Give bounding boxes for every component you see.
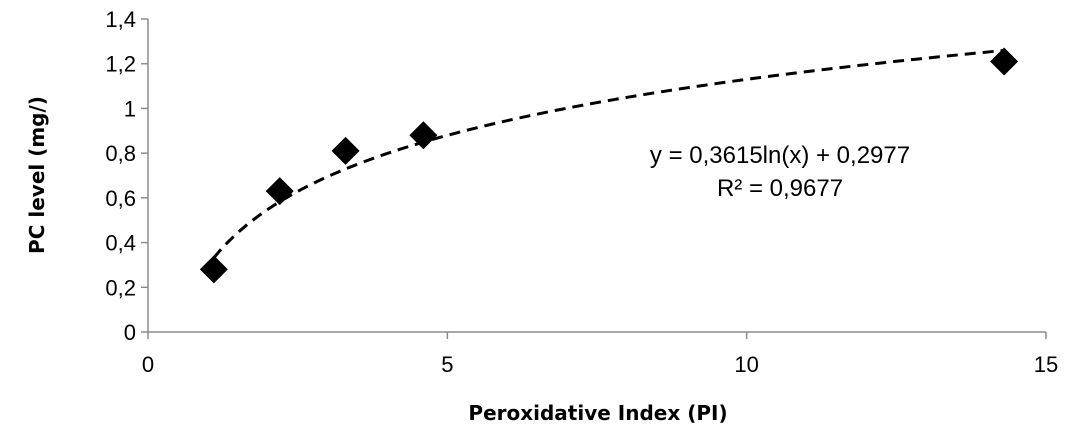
- y-axis-title: PC level (mg/): [25, 96, 49, 254]
- r-squared-label: R² = 0,9677: [717, 175, 843, 202]
- data-point-diamond: [409, 121, 438, 150]
- x-tick-label: 5: [441, 352, 453, 377]
- x-tick-label: 15: [1034, 352, 1058, 377]
- y-tick-label: 1,2: [105, 52, 136, 77]
- y-tick-label: 0,8: [105, 141, 136, 166]
- y-tick-label: 0,6: [105, 186, 136, 211]
- data-point-diamond: [199, 255, 228, 284]
- y-tick-label: 0,2: [105, 275, 136, 300]
- data-point-diamond: [990, 47, 1019, 76]
- data-points: [199, 47, 1019, 284]
- x-tick-label: 10: [734, 352, 758, 377]
- data-point-diamond: [331, 136, 360, 165]
- data-point-diamond: [265, 177, 294, 206]
- trendline: [212, 48, 1005, 259]
- y-tick-label: 1,4: [105, 7, 136, 32]
- x-axis-title: Peroxidative Index (PI): [468, 401, 727, 425]
- y-tick-label: 0,4: [105, 231, 136, 256]
- x-tick-label: 0: [142, 352, 154, 377]
- trendline-equation: y = 0,3615ln(x) + 0,2977: [650, 142, 910, 169]
- y-tick-label: 0: [124, 320, 136, 345]
- axes: [141, 18, 1047, 339]
- y-tick-label: 1: [124, 96, 136, 121]
- tick-labels: 0 0,2 0,4 0,6 0,8 1 1,2 1,4 0 5 10 15: [105, 7, 1058, 377]
